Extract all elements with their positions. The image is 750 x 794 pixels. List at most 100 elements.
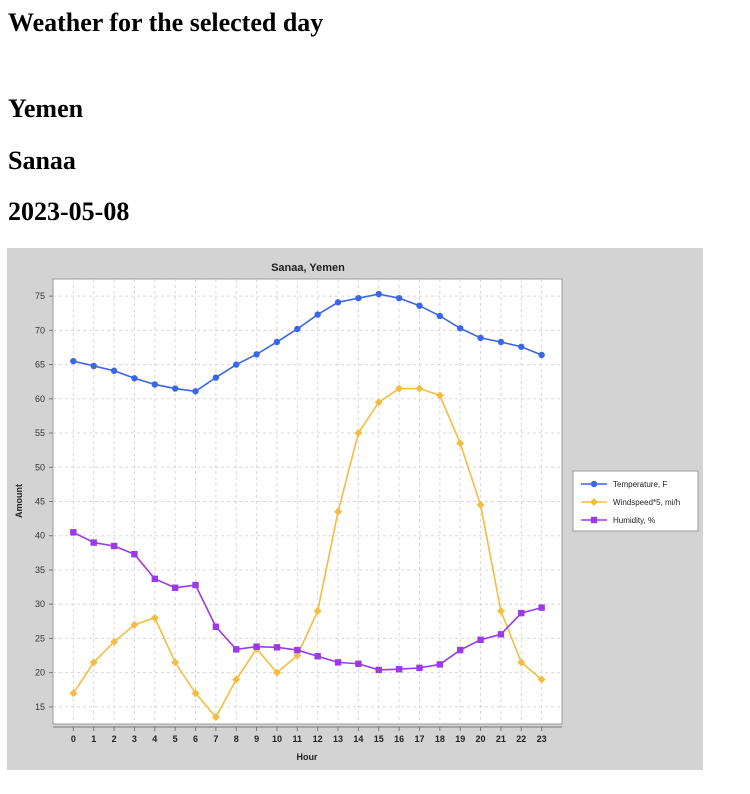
- x-axis: 0 1 2 3 4 5 6 7 8 9 10 11 12 13 14 15 16 17 18 19 20 21 22 23: [53, 726, 562, 744]
- legend-marker: [590, 498, 598, 506]
- temperature-point: [355, 294, 362, 302]
- grid-lines: [53, 279, 562, 724]
- humidity-line: [72, 531, 542, 671]
- x-tick-label: 0: [71, 734, 76, 744]
- series-windspeed: [69, 384, 546, 722]
- humidity-point: [131, 551, 138, 558]
- x-tick-label: 1: [91, 734, 96, 744]
- x-tick-label: 3: [132, 734, 137, 744]
- humidity-point: [436, 661, 444, 668]
- x-tick-label: 23: [537, 734, 547, 744]
- humidity-point: [416, 664, 423, 672]
- x-tick-label: 6: [193, 734, 198, 744]
- y-tick-label: 20: [35, 668, 45, 678]
- windspeed-point: [272, 668, 281, 677]
- humidity-point: [477, 636, 484, 643]
- temperature-point: [375, 290, 382, 298]
- windspeed-point: [191, 689, 200, 698]
- windspeed-point: [171, 658, 180, 667]
- temperature-point: [457, 325, 464, 332]
- temperature-point: [212, 374, 220, 381]
- x-tick-label: 11: [293, 734, 303, 744]
- legend-label: Temperature, F: [613, 480, 667, 489]
- humidity-point: [171, 584, 179, 591]
- x-tick-label: 12: [313, 734, 323, 744]
- y-tick-label: 65: [35, 360, 45, 370]
- y-tick-label: 75: [35, 291, 45, 301]
- legend-item-humidity: Humidity, %: [581, 516, 655, 525]
- x-tick-label: 19: [455, 734, 465, 744]
- temperature-point: [477, 334, 484, 342]
- x-tick-label: 9: [254, 734, 259, 744]
- x-tick-label: 2: [112, 734, 117, 744]
- humidity-point: [273, 644, 281, 651]
- humidity-point: [192, 581, 199, 589]
- windspeed-point: [374, 398, 383, 407]
- windspeed-point: [496, 607, 505, 616]
- humidity-point: [151, 575, 158, 583]
- temperature-point: [253, 351, 260, 358]
- x-tick-label: 5: [173, 734, 178, 744]
- humidity-point: [70, 529, 77, 536]
- humidity-point: [314, 653, 321, 660]
- windspeed-point: [415, 384, 424, 393]
- x-tick-label: 13: [333, 734, 343, 744]
- windspeed-point: [293, 651, 302, 660]
- temperature-point: [416, 302, 423, 309]
- x-tick-label: 15: [374, 734, 384, 744]
- y-axis-label: Amount: [14, 484, 24, 518]
- temperature-point: [192, 388, 199, 395]
- x-tick-label: 10: [272, 734, 282, 744]
- legend-item-temperature: Temperature, F: [581, 480, 667, 489]
- humidity-point: [253, 643, 260, 650]
- windspeed-point: [334, 507, 343, 516]
- legend-label: Windspeed*5, mi/h: [613, 498, 680, 507]
- date-heading: 2023-05-08: [8, 197, 130, 226]
- series-layer: [69, 290, 546, 722]
- x-tick-label: 21: [496, 734, 506, 744]
- temperature-point: [233, 361, 240, 368]
- windspeed-point: [537, 675, 546, 684]
- windspeed-point: [130, 620, 139, 629]
- y-tick-label: 15: [35, 702, 45, 712]
- humidity-point: [375, 666, 382, 674]
- series-temperature: [70, 290, 545, 395]
- temperature-point: [273, 338, 281, 346]
- temperature-point: [497, 338, 505, 346]
- series-humidity: [70, 529, 545, 674]
- humidity-point: [518, 609, 525, 617]
- legend-marker: [590, 516, 598, 524]
- y-tick-label: 40: [35, 531, 45, 541]
- x-tick-label: 4: [152, 734, 157, 744]
- y-tick-label: 35: [35, 565, 45, 575]
- windspeed-point: [476, 500, 485, 509]
- humidity-point: [355, 660, 362, 667]
- temperature-point: [538, 351, 545, 359]
- windspeed-point: [313, 607, 322, 616]
- country-heading: Yemen: [8, 94, 84, 123]
- temperature-point: [395, 294, 403, 302]
- chart-panel: Sanaa, Yemen 15 20 25 30 35 40 45 50 55 60 65 70 75 …: [7, 248, 703, 770]
- humidity-point: [395, 666, 403, 673]
- weather-chart: Sanaa, Yemen 15202530354045505560657075 …: [14, 262, 699, 762]
- legend-marker: [590, 480, 598, 488]
- x-tick-label: 14: [353, 734, 363, 744]
- windspeed-point: [110, 637, 119, 646]
- temperature-point: [70, 357, 77, 365]
- humidity-point: [110, 542, 118, 550]
- temperature-point: [171, 385, 179, 392]
- legend: Temperature, F Windspeed*5, mi/h Humidity,…: [572, 470, 699, 532]
- humidity-point: [497, 631, 505, 638]
- humidity-point: [233, 646, 240, 653]
- windspeed-point: [69, 689, 78, 698]
- y-tick-label: 30: [35, 599, 45, 609]
- page-title: Weather for the selected day: [8, 8, 324, 37]
- y-tick-label: 70: [35, 325, 45, 335]
- windspeed-point: [232, 675, 241, 684]
- humidity-point: [334, 659, 342, 666]
- x-tick-label: 17: [414, 734, 424, 744]
- x-tick-label: 7: [213, 734, 218, 744]
- windspeed-point: [211, 713, 220, 722]
- temperature-point: [151, 381, 158, 388]
- x-tick-label: 18: [435, 734, 445, 744]
